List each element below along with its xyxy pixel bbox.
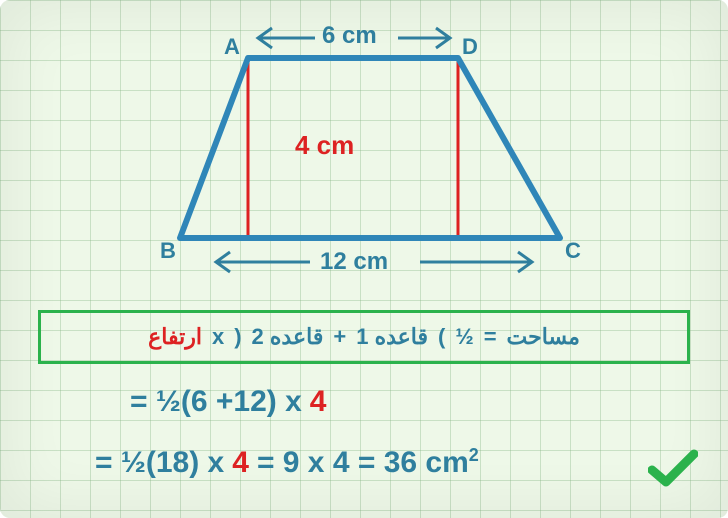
- bottom-dimension-text: 12 cm: [320, 248, 388, 276]
- vertex-label-a: A: [224, 34, 240, 60]
- formula-area-label: مساحت: [507, 324, 580, 350]
- formula-box: مساحت = ½ ) قاعده 1 + قاعده 2 ( x ارتفاع: [38, 310, 690, 364]
- formula-paren-open: ): [438, 324, 445, 350]
- vertex-label-c: C: [565, 238, 581, 264]
- calc2-part-a: = ½(18) x: [95, 446, 224, 480]
- vertex-label-b: B: [160, 238, 176, 264]
- formula-plus: +: [333, 324, 346, 350]
- calc2-height: 4: [232, 446, 249, 480]
- calc-line-1: = ½(6 +12) x 4: [130, 385, 326, 419]
- height-dimension-text: 4 cm: [295, 130, 354, 161]
- formula-paren-close: (: [234, 324, 241, 350]
- calc1-height: 4: [310, 385, 327, 419]
- formula-equals: =: [484, 324, 497, 350]
- trapezoid-shape: [180, 58, 560, 238]
- calc1-expression: = ½(6 +12) x: [130, 385, 302, 419]
- formula-height: ارتفاع: [148, 324, 202, 350]
- calc2-exponent: 2: [469, 445, 479, 465]
- formula-base2: قاعده 2: [252, 324, 324, 350]
- calc-line-2: = ½(18) x 4 = 9 x 4 = 36 cm2: [95, 445, 479, 480]
- formula-base1: قاعده 1: [356, 324, 428, 350]
- calc2-result-text: = 9 x 4 = 36 cm: [257, 446, 469, 479]
- calc2-part-b: = 9 x 4 = 36 cm2: [257, 445, 479, 480]
- formula-times: x: [212, 324, 224, 350]
- checkmark-icon: [648, 448, 698, 488]
- top-dimension-text: 6 cm: [322, 22, 377, 50]
- vertex-label-d: D: [462, 34, 478, 60]
- formula-half: ½: [455, 324, 473, 350]
